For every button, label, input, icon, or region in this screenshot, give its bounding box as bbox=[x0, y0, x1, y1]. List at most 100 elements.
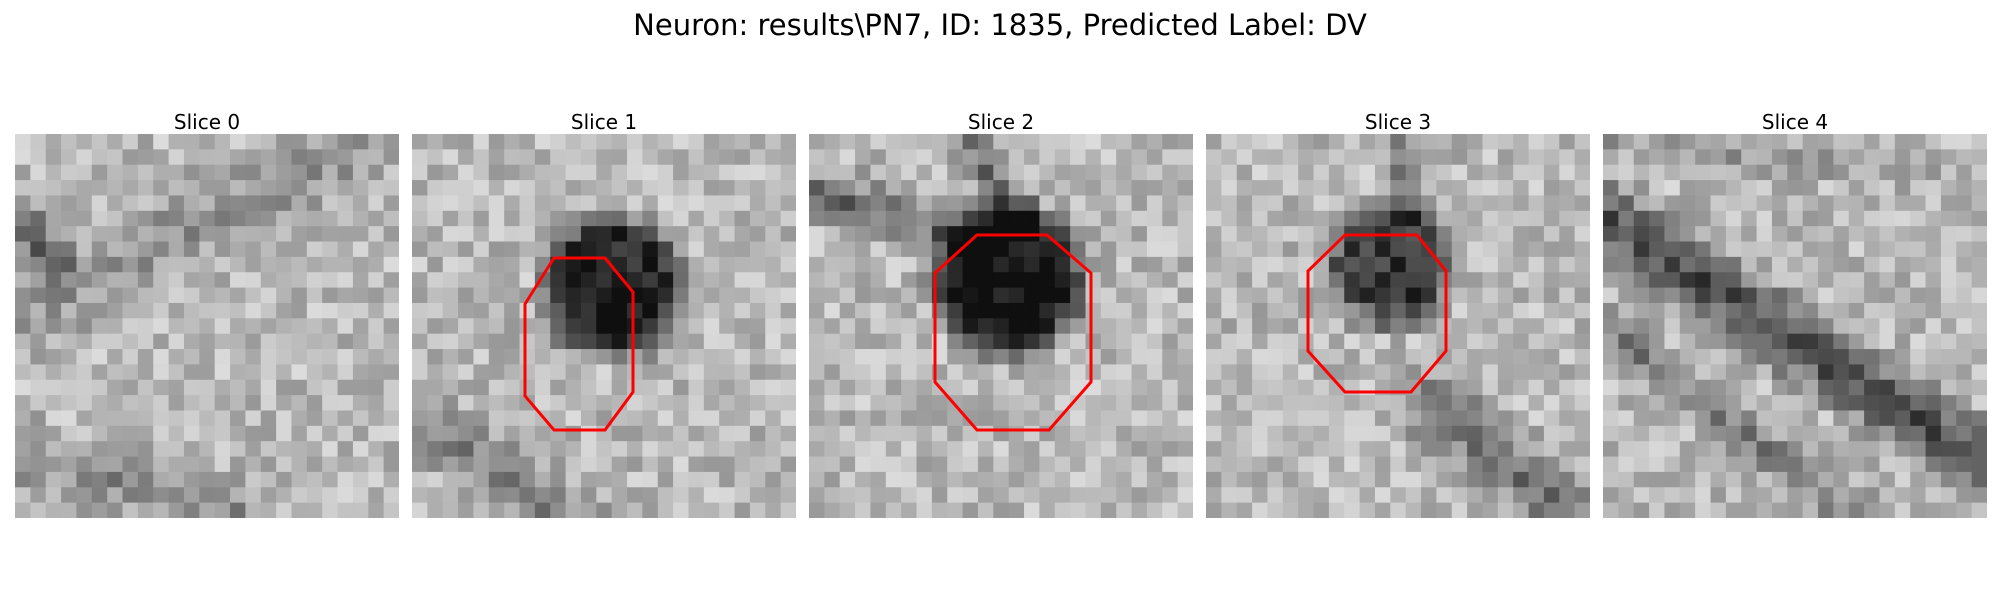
pixel bbox=[291, 256, 308, 273]
pixel bbox=[1328, 180, 1345, 196]
pixel bbox=[183, 502, 200, 518]
pixel bbox=[168, 349, 185, 365]
pixel bbox=[1879, 134, 1896, 150]
pixel bbox=[427, 487, 444, 504]
pixel bbox=[412, 410, 428, 427]
pixel bbox=[1802, 302, 1819, 319]
pixel bbox=[1298, 487, 1314, 504]
pixel bbox=[1756, 349, 1773, 365]
pixel bbox=[1282, 164, 1299, 181]
pixel bbox=[1162, 164, 1179, 181]
pixel bbox=[1359, 364, 1376, 381]
pixel bbox=[1267, 441, 1284, 457]
pixel bbox=[1787, 210, 1804, 227]
pixel bbox=[550, 379, 566, 396]
pixel bbox=[1771, 256, 1788, 273]
pixel bbox=[383, 226, 399, 242]
pixel bbox=[458, 302, 474, 319]
pixel bbox=[916, 287, 933, 304]
pixel bbox=[45, 302, 62, 319]
pixel bbox=[1146, 180, 1163, 196]
pixel bbox=[1221, 318, 1238, 335]
pixel bbox=[473, 272, 490, 288]
pixel bbox=[1298, 379, 1314, 396]
pixel bbox=[885, 425, 902, 442]
pixel bbox=[916, 195, 933, 212]
pixel bbox=[1940, 410, 1957, 427]
pixel bbox=[1633, 425, 1650, 442]
pixel bbox=[1116, 272, 1132, 288]
pixel bbox=[427, 164, 444, 181]
pixel bbox=[1695, 302, 1711, 319]
pixel bbox=[107, 318, 123, 335]
pixel bbox=[1482, 471, 1499, 488]
pixel bbox=[276, 272, 292, 288]
pixel bbox=[1771, 241, 1788, 258]
pixel bbox=[45, 180, 62, 196]
pixel bbox=[1649, 349, 1665, 365]
pixel bbox=[1833, 456, 1850, 473]
pixel bbox=[947, 226, 963, 242]
pixel bbox=[1725, 318, 1742, 335]
pixel bbox=[412, 180, 428, 196]
pixel bbox=[1100, 210, 1117, 227]
pixel bbox=[1162, 318, 1179, 335]
pixel bbox=[901, 164, 917, 181]
pixel bbox=[107, 395, 123, 411]
pixel bbox=[137, 164, 154, 181]
pixel bbox=[1421, 410, 1437, 427]
pixel bbox=[719, 302, 735, 319]
pixel bbox=[1864, 272, 1880, 288]
pixel bbox=[977, 241, 994, 258]
pixel bbox=[245, 471, 262, 488]
pixel bbox=[1177, 379, 1193, 396]
pixel bbox=[442, 395, 459, 411]
pixel bbox=[1482, 349, 1499, 365]
pixel bbox=[565, 425, 582, 442]
pixel bbox=[1679, 333, 1696, 350]
pixel bbox=[657, 364, 674, 381]
pixel bbox=[1421, 134, 1437, 150]
pixel bbox=[1070, 410, 1086, 427]
pixel bbox=[1802, 318, 1819, 335]
pixel bbox=[688, 287, 705, 304]
pixel bbox=[1679, 272, 1696, 288]
pixel bbox=[749, 195, 766, 212]
pixel bbox=[824, 226, 841, 242]
pixel bbox=[673, 302, 689, 319]
pixel bbox=[1467, 134, 1483, 150]
pixel bbox=[703, 287, 720, 304]
pixel bbox=[1633, 349, 1650, 365]
pixel bbox=[1146, 272, 1163, 288]
pixel bbox=[703, 456, 720, 473]
pixel bbox=[1848, 471, 1865, 488]
pixel bbox=[1054, 226, 1071, 242]
pixel bbox=[473, 471, 490, 488]
pixel bbox=[534, 134, 551, 150]
pixel bbox=[993, 164, 1010, 181]
pixel bbox=[1421, 425, 1437, 442]
pixel bbox=[765, 487, 782, 504]
pixel bbox=[383, 164, 399, 181]
pixel bbox=[719, 180, 735, 196]
slice-2-pixels bbox=[809, 134, 1193, 518]
pixel bbox=[993, 272, 1010, 288]
pixel bbox=[627, 226, 643, 242]
pixel bbox=[1528, 210, 1545, 227]
pixel bbox=[1374, 395, 1391, 411]
pixel bbox=[383, 425, 399, 442]
pixel bbox=[901, 456, 917, 473]
pixel bbox=[1971, 487, 1987, 504]
pixel bbox=[1925, 226, 1942, 242]
pixel bbox=[458, 425, 474, 442]
pixel bbox=[657, 195, 674, 212]
pixel bbox=[519, 226, 536, 242]
pixel bbox=[412, 395, 428, 411]
pixel bbox=[809, 349, 825, 365]
pixel bbox=[76, 287, 93, 304]
pixel bbox=[1162, 256, 1179, 273]
pixel bbox=[427, 441, 444, 457]
pixel bbox=[1436, 164, 1453, 181]
pixel bbox=[855, 395, 871, 411]
pixel bbox=[809, 395, 825, 411]
